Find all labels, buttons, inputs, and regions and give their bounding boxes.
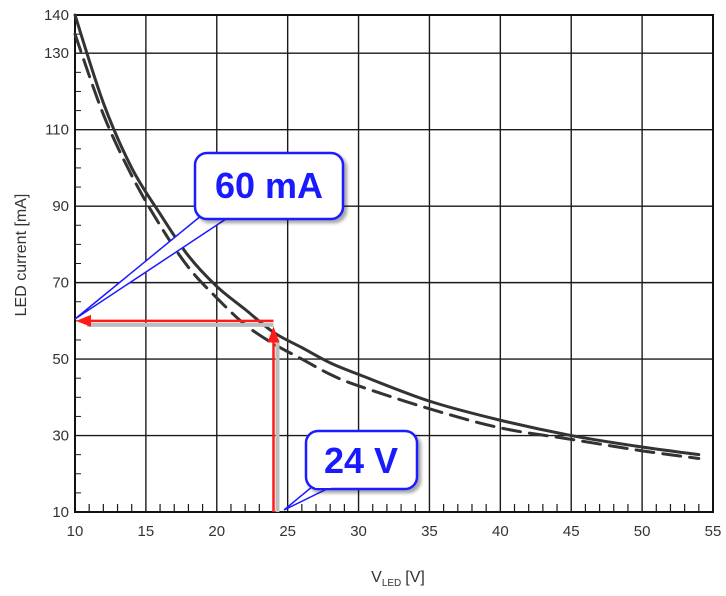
callout-24v: 24 V [283,429,419,511]
plot-frame [74,14,714,513]
x-tick-labels: 10 15 20 25 30 35 40 45 50 55 [67,523,722,540]
y-axis-title: LED current [mA] [13,194,30,317]
callout-60ma-box [193,151,345,221]
x-tick-label: 30 [350,523,367,540]
x-axis-title: VLED [V] [371,569,425,589]
vertical-arrow-head [267,326,280,343]
x-tick-label: 55 [705,523,722,540]
x-tick-label: 35 [421,523,438,540]
callout-60ma: 60 mA [74,151,345,320]
y-tick-label: 140 [44,7,69,24]
x-tick-label: 20 [208,523,225,540]
y-tick-label: 70 [52,275,69,292]
x-axis-title-main: V [371,569,382,586]
series-layer [73,13,701,460]
y-tick-labels: 10 30 50 70 90 110 130 140 [44,7,69,521]
y-tick-label: 90 [52,198,69,215]
horizontal-arrow-head [76,314,91,327]
callout-24v-label: 24 V [324,440,398,481]
callout-24v-box [304,429,419,491]
x-tick-label: 45 [563,523,580,540]
callout-60ma-label: 60 mA [215,165,323,206]
x-tick-label: 10 [67,523,84,540]
x-tick-label: 15 [138,523,155,540]
callout-60ma-pointer [74,214,235,320]
y-tick-label: 130 [44,45,69,62]
x-axis-title-sub: LED [382,578,401,589]
y-tick-label: 50 [52,351,69,368]
x-tick-label: 40 [492,523,509,540]
red-arrows [76,314,280,512]
y-tick-label: 30 [52,428,69,445]
series-dashed-line [73,32,701,460]
y-tick-label: 110 [45,122,69,139]
y-tick-label: 10 [52,504,69,521]
x-tick-label: 25 [279,523,296,540]
series-solid-line [73,13,701,457]
x-axis-title-unit: [V] [405,569,425,586]
x-tick-label: 50 [634,523,651,540]
